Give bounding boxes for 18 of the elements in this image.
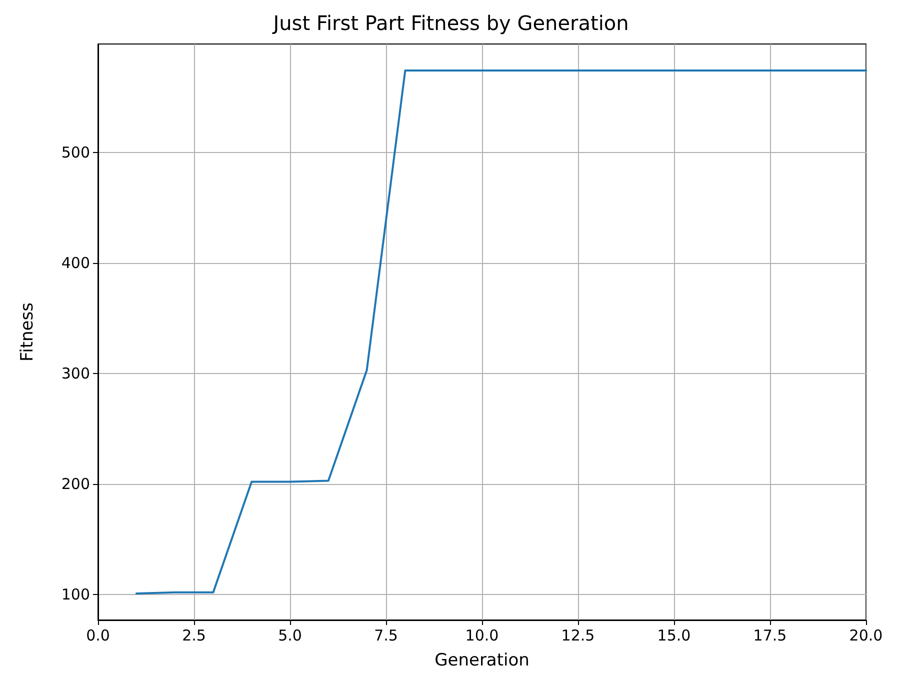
x-tick-label: 7.5 bbox=[374, 626, 398, 644]
x-tick-label: 15.0 bbox=[657, 626, 691, 644]
y-tick-label: 200 bbox=[61, 475, 90, 494]
line-series bbox=[135, 70, 867, 594]
y-tick-label: 400 bbox=[61, 254, 90, 272]
x-tick-label: 17.5 bbox=[753, 626, 787, 644]
chart-title: Just First Part Fitness by Generation bbox=[271, 11, 629, 35]
y-tick-label: 300 bbox=[61, 364, 90, 382]
x-tick-label: 20.0 bbox=[849, 626, 883, 644]
x-tick-label: 10.0 bbox=[465, 626, 499, 644]
x-tick-label: 2.5 bbox=[182, 626, 206, 644]
y-tick-label: 100 bbox=[61, 586, 90, 604]
y-axis-title: Fitness bbox=[18, 302, 38, 362]
x-tick-label: 0.0 bbox=[86, 626, 110, 644]
y-tick-label: 500 bbox=[61, 143, 90, 162]
x-axis-title: Generation bbox=[434, 650, 530, 670]
x-tick-label: 5.0 bbox=[278, 626, 302, 644]
x-tick-label: 12.5 bbox=[561, 626, 595, 644]
